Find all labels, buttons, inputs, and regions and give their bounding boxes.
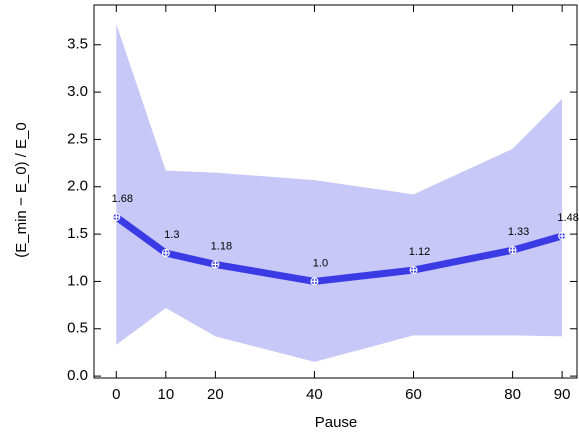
marker xyxy=(508,246,517,255)
y-tick-label: 0.5 xyxy=(67,320,88,337)
data-label: 1.3 xyxy=(164,229,179,241)
band xyxy=(116,23,563,362)
y-tick-label: 3.0 xyxy=(67,83,88,100)
y-tick-label: 3.5 xyxy=(67,36,88,53)
y-tick-label: 1.0 xyxy=(67,272,88,289)
x-tick-label: 0 xyxy=(112,386,120,403)
x-tick-label: 60 xyxy=(405,386,422,403)
marker xyxy=(211,260,220,269)
data-label: 1.12 xyxy=(409,246,430,258)
x-axis-label: Pause xyxy=(315,414,358,431)
data-label: 1.48 xyxy=(557,212,578,224)
data-label: 1.18 xyxy=(211,240,232,252)
plot-frame xyxy=(93,4,578,379)
y-tick-label: 0.0 xyxy=(67,367,88,384)
x-tick-label: 10 xyxy=(157,386,174,403)
marker xyxy=(558,231,567,240)
data-label: 1.0 xyxy=(313,257,328,269)
marker xyxy=(409,266,418,275)
data-label: 1.68 xyxy=(112,193,133,205)
data-label: 1.33 xyxy=(508,226,529,238)
y-tick-label: 1.5 xyxy=(67,225,88,242)
marker xyxy=(112,213,121,222)
x-tick-label: 90 xyxy=(554,386,571,403)
x-tick-label: 80 xyxy=(504,386,521,403)
y-tick-label: 2.5 xyxy=(67,130,88,147)
y-axis-label: (E_min − E_0) / E_0 xyxy=(13,122,30,257)
x-tick-label: 40 xyxy=(306,386,323,403)
marker xyxy=(310,277,319,286)
marker xyxy=(161,249,170,258)
x-tick-label: 20 xyxy=(207,386,224,403)
y-tick-label: 2.0 xyxy=(67,178,88,195)
